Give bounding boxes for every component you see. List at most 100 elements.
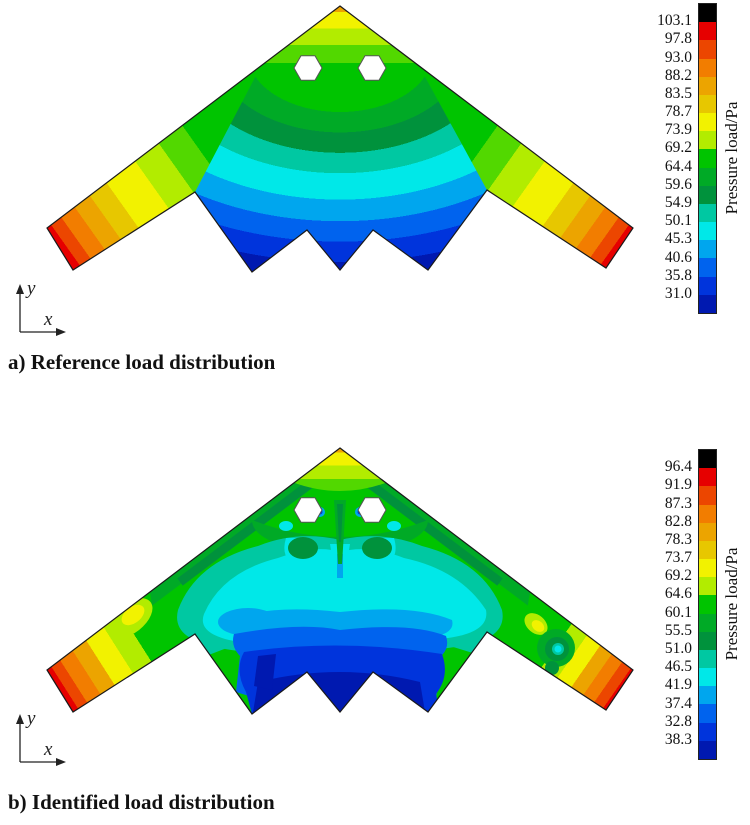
colorbar-tick-label: 82.8: [664, 512, 692, 530]
colorbar-segment: [699, 486, 716, 505]
colorbar-segment: [699, 131, 716, 150]
colorbar-segment: [699, 577, 716, 596]
colorbar-tick-label: 32.8: [664, 712, 692, 730]
colorbar-segment: [699, 522, 716, 541]
colorbar-tick-label: 69.2: [664, 567, 692, 585]
colorbar-segment: [699, 294, 716, 313]
colorbar-tick-label: 46.5: [664, 658, 692, 676]
colorbar-segment: [699, 704, 716, 723]
colorbar-segment: [699, 649, 716, 669]
colorbar-segment: [699, 722, 716, 741]
colorbar-segment: [699, 631, 716, 650]
colorbar-segment: [699, 94, 716, 114]
y-axis-arrow: [16, 284, 24, 294]
contour-field: [47, 6, 633, 272]
colorbar-segment: [699, 222, 716, 241]
colorbar-segment: [699, 450, 716, 469]
colorbar-tick-label: 60.1: [664, 603, 692, 621]
colorbar-tick-label: 55.5: [664, 621, 692, 639]
right-wingtip-gradient: [418, 64, 633, 268]
colorbar-tick-label: 50.1: [664, 212, 692, 230]
colorbar-tick-label: 96.4: [664, 458, 692, 476]
colorbar-segment: [699, 4, 716, 23]
colorbar-tick-label: 93.0: [664, 48, 692, 66]
right-wing-vortex-blob: [554, 645, 562, 653]
nose-contour-cap: [292, 448, 388, 491]
colorbar-segment: [699, 595, 716, 614]
planform-outline: [46, 5, 634, 273]
colorbar-tick-label: 83.5: [664, 84, 692, 102]
x-axis-arrow: [56, 758, 66, 766]
colorbar-tick-label: 54.9: [664, 193, 692, 211]
x-axis-label: x: [43, 739, 53, 760]
colorbar-segment: [699, 276, 716, 295]
colorbar-segment: [699, 167, 716, 186]
x-axis-label: x: [43, 309, 53, 330]
coordinate-axes: y x: [16, 278, 66, 336]
colorbar-tick-label: 37.4: [664, 694, 692, 712]
colorbar-tick-label: 38.3: [664, 730, 692, 748]
identified-load-contour-plot: y x: [0, 442, 660, 782]
y-axis-label: y: [25, 278, 36, 299]
caption-a: a) Reference load distribution: [8, 350, 276, 374]
colorbar-tick-label: 73.9: [664, 121, 692, 139]
colorbar-tick-label: 59.6: [664, 175, 692, 193]
colorbar-tick-label: 41.9: [664, 676, 692, 694]
colorbar-tick-label: 35.8: [664, 266, 692, 284]
colorbar-tick-label: 51.0: [664, 639, 692, 657]
colorbar-segment: [699, 504, 716, 523]
colorbar-tick-label: 87.3: [664, 494, 692, 512]
colorbar-unit-label: Pressure load/Pa: [722, 101, 741, 215]
colorbar-tick-label: 64.4: [664, 157, 692, 175]
colorbar-tick-label: 69.2: [664, 139, 692, 157]
colorbar-unit-label: Pressure load/Pa: [722, 547, 741, 661]
engine-inlet-hexagon-left: [293, 55, 323, 81]
y-axis-arrow: [16, 714, 24, 724]
colorbar-segment: [699, 468, 716, 487]
colorbar-segment: [699, 613, 716, 632]
caption-b: b) Identified load distribution: [8, 790, 275, 814]
colorbar-tick-label: 45.3: [664, 230, 692, 248]
identified-contour-svg: y x: [16, 447, 634, 766]
colorbar-segment: [699, 559, 716, 578]
colorbar-tick-label: 64.6: [664, 585, 692, 603]
colorbar-segment: [699, 240, 716, 259]
y-axis-label: y: [25, 708, 36, 729]
colorbar-segment: [699, 185, 716, 204]
colorbar-tick-label: 91.9: [664, 476, 692, 494]
engine-inlet-hexagon-right: [357, 497, 387, 523]
coordinate-axes: y x: [16, 708, 66, 766]
colorbar-tick-label: 97.8: [664, 30, 692, 48]
colorbar-tick-label: 78.7: [664, 103, 692, 121]
contour-field: [47, 448, 633, 714]
colorbar-segment: [699, 740, 716, 759]
colorbar-tick-label: 103.1: [657, 12, 692, 30]
colorbar-tick-label: 88.2: [664, 66, 692, 84]
reference-contour-svg: y x: [16, 5, 634, 336]
colorbar-segment: [699, 40, 716, 59]
x-axis-arrow: [56, 328, 66, 336]
right-wingtip-gradient: [520, 592, 633, 710]
colorbar-segment: [699, 76, 716, 95]
colorbar-tick-label: 73.7: [664, 549, 692, 567]
planform-outline: [46, 447, 634, 715]
reference-load-contour-plot: y x: [0, 0, 660, 340]
colorbar-gradient: [698, 3, 717, 314]
left-wingtip-gradient: [47, 64, 262, 270]
colorbar-segment: [699, 540, 716, 560]
colorbar-gradient: [698, 449, 717, 760]
colorbar-segment: [699, 22, 716, 41]
colorbar-tick-label: 40.6: [664, 248, 692, 266]
colorbar-segment: [699, 258, 716, 277]
colorbar-segment: [699, 58, 716, 77]
colorbar-segment: [699, 149, 716, 168]
left-wing-yellow-patch: [121, 604, 145, 626]
colorbar-segment: [699, 668, 716, 687]
colorbar-tick-label: 31.0: [664, 284, 692, 302]
colorbar-segment: [699, 203, 716, 223]
colorbar-segment: [699, 686, 716, 705]
nose-contour-cap: [250, 6, 430, 92]
engine-inlet-hexagon-left: [293, 497, 323, 523]
colorbar-tick-label: 78.3: [664, 530, 692, 548]
